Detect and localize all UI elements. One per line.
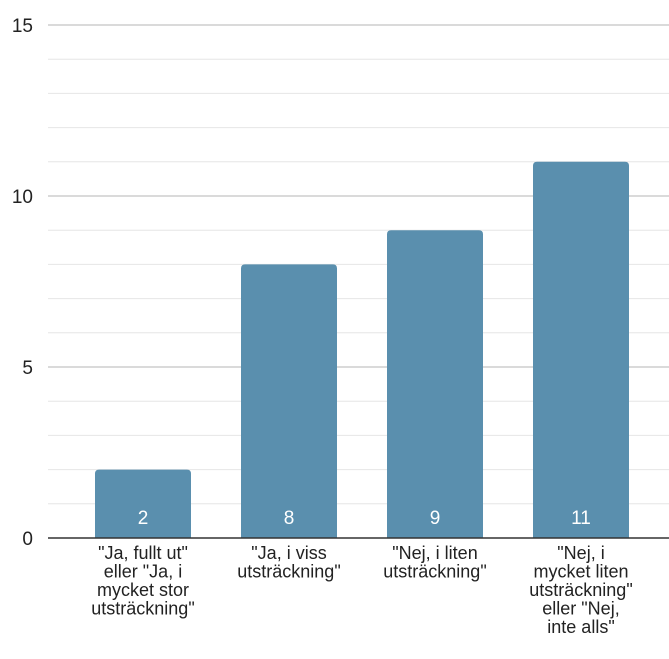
category-label-line: "Nej, i (557, 543, 604, 563)
category-label-line: utsträckning" (237, 562, 340, 582)
category-label-line: "Ja, i viss (251, 543, 326, 563)
bar-data-label: 11 (571, 508, 591, 529)
y-tick-label: 0 (22, 529, 33, 550)
bar-data-label: 9 (430, 508, 441, 529)
category-labels: "Ja, fullt ut" eller "Ja, i mycket stor uts… (91, 543, 632, 637)
category-label: "Ja, i viss utsträckning" (237, 543, 340, 582)
category-label-line: "Nej, i liten (392, 543, 477, 563)
category-label-line: utsträckning" (529, 580, 632, 600)
category-label-line: utsträckning" (91, 599, 194, 619)
y-axis-tick-labels: 0 5 10 15 (12, 16, 33, 550)
category-label-line: eller "Nej, (542, 599, 619, 619)
category-label-line: mycket liten (533, 562, 628, 582)
bar (533, 161, 629, 539)
bar-data-label: 8 (284, 508, 295, 529)
bar (95, 469, 191, 538)
bars (95, 161, 629, 539)
bar-data-label: 2 (138, 508, 149, 529)
data-labels: 2 8 9 11 (138, 508, 591, 529)
category-label-line: mycket stor (97, 580, 189, 600)
category-label-line: "Ja, fullt ut" (98, 543, 188, 563)
category-label-line: inte alls" (547, 617, 614, 637)
category-label: "Ja, fullt ut" eller "Ja, i mycket stor uts… (91, 543, 194, 619)
bar (241, 264, 337, 538)
bar (387, 230, 483, 538)
y-tick-label: 10 (12, 187, 33, 208)
category-label-line: eller "Ja, i (104, 562, 182, 582)
y-tick-label: 15 (12, 16, 33, 37)
category-label-line: utsträckning" (383, 562, 486, 582)
gridlines (48, 24, 669, 505)
y-tick-label: 5 (22, 358, 33, 379)
category-label: "Nej, i mycket liten utsträckning" eller "N… (529, 543, 632, 637)
category-label: "Nej, i liten utsträckning" (383, 543, 486, 582)
